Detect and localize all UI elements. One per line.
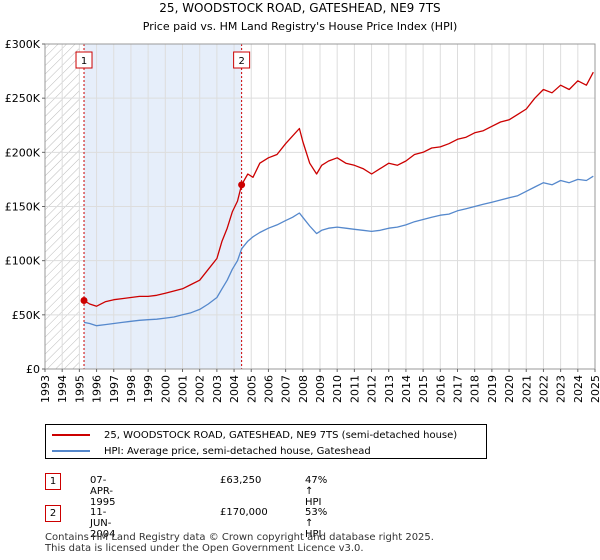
x-tick-label: 1994 <box>56 375 69 403</box>
x-tick-label: 1996 <box>91 375 104 403</box>
annotation-hpi-change: 53% ↑ HPI <box>305 507 328 540</box>
annotation-date: 07-APR-1995 <box>90 475 116 508</box>
annotation-date: 11-JUN-2004 <box>90 507 116 540</box>
x-tick-label: 2009 <box>314 375 327 403</box>
sale-label: 1 <box>81 56 87 67</box>
x-tick-label: 2016 <box>434 375 447 403</box>
chart-subtitle: Price paid vs. HM Land Registry's House … <box>143 20 458 33</box>
x-tick-label: 2008 <box>297 375 310 403</box>
x-tick-label: 1998 <box>125 375 138 403</box>
x-tick-label: 2004 <box>228 375 241 403</box>
x-tick-label: 2017 <box>452 375 465 403</box>
sale-label-box <box>75 51 93 69</box>
hpi-line <box>83 175 594 327</box>
x-tick-label: 2003 <box>211 375 224 403</box>
annotation-hpi-change: 47% ↑ HPI <box>305 475 328 508</box>
x-tick-label: 2005 <box>245 375 258 403</box>
x-tick-label: 2025 <box>589 375 600 403</box>
x-tick-label: 2006 <box>262 375 275 403</box>
x-tick-label: 1997 <box>108 375 121 403</box>
x-tick-label: 2007 <box>280 375 293 403</box>
y-tick-label: £200K <box>5 146 41 159</box>
x-tick-label: 2015 <box>417 375 430 403</box>
x-tick-label: 2023 <box>555 375 568 403</box>
x-tick-label: 2021 <box>520 375 533 403</box>
x-tick-label: 2014 <box>400 375 413 403</box>
x-tick-label: 2018 <box>469 375 482 403</box>
annotation-badge: 2 <box>45 505 61 522</box>
sale-label: 2 <box>238 56 244 67</box>
x-tick-label: 2019 <box>486 375 499 403</box>
annotation-price: £170,000 <box>220 507 268 518</box>
legend-swatch-blue <box>52 450 90 452</box>
y-tick-label: £150K <box>5 201 41 214</box>
x-tick-label: 2012 <box>366 375 379 403</box>
y-tick-label: £0 <box>26 363 40 376</box>
x-tick-label: 2020 <box>503 375 516 403</box>
x-tick-label: 2002 <box>194 375 207 403</box>
y-tick-label: £100K <box>5 255 41 268</box>
y-tick-label: £250K <box>5 92 41 105</box>
chart-title: 25, WOODSTOCK ROAD, GATESHEAD, NE9 7TS <box>159 1 440 15</box>
sale-label-box <box>233 51 251 69</box>
x-tick-label: 2010 <box>331 375 344 403</box>
x-tick-label: 2011 <box>348 375 361 403</box>
x-tick-label: 1995 <box>73 375 86 403</box>
legend-label-hpi: HPI: Average price, semi-detached house,… <box>104 445 371 457</box>
annotation-badge: 1 <box>45 473 61 490</box>
legend-swatch-red <box>52 434 90 436</box>
legend-entry-hpi: HPI: Average price, semi-detached house,… <box>52 444 371 458</box>
sale-point <box>238 181 246 189</box>
annotation-price: £63,250 <box>220 475 262 486</box>
y-tick-label: £50K <box>12 309 41 322</box>
x-tick-label: 2022 <box>537 375 550 403</box>
x-tick-label: 2000 <box>159 375 172 403</box>
x-tick-label: 1999 <box>142 375 155 403</box>
x-tick-label: 2013 <box>383 375 396 403</box>
sale-point <box>80 296 88 304</box>
x-tick-label: 2024 <box>572 375 585 403</box>
property-price-line <box>83 71 594 307</box>
chart-legend: 25, WOODSTOCK ROAD, GATESHEAD, NE9 7TS (… <box>45 424 487 459</box>
footer-line: This data is licensed under the Open Gov… <box>45 543 364 554</box>
x-tick-label: 2001 <box>177 375 190 403</box>
footer-attribution: Contains HM Land Registry data © Crown c… <box>45 532 434 554</box>
footer-line: Contains HM Land Registry data © Crown c… <box>45 532 434 543</box>
y-tick-label: £300K <box>5 38 41 51</box>
price-chart: 25, WOODSTOCK ROAD, GATESHEAD, NE9 7TS P… <box>5 1 600 403</box>
x-tick-label: 1993 <box>39 375 52 403</box>
legend-entry-property: 25, WOODSTOCK ROAD, GATESHEAD, NE9 7TS (… <box>52 428 457 442</box>
legend-label-property: 25, WOODSTOCK ROAD, GATESHEAD, NE9 7TS (… <box>104 429 458 441</box>
